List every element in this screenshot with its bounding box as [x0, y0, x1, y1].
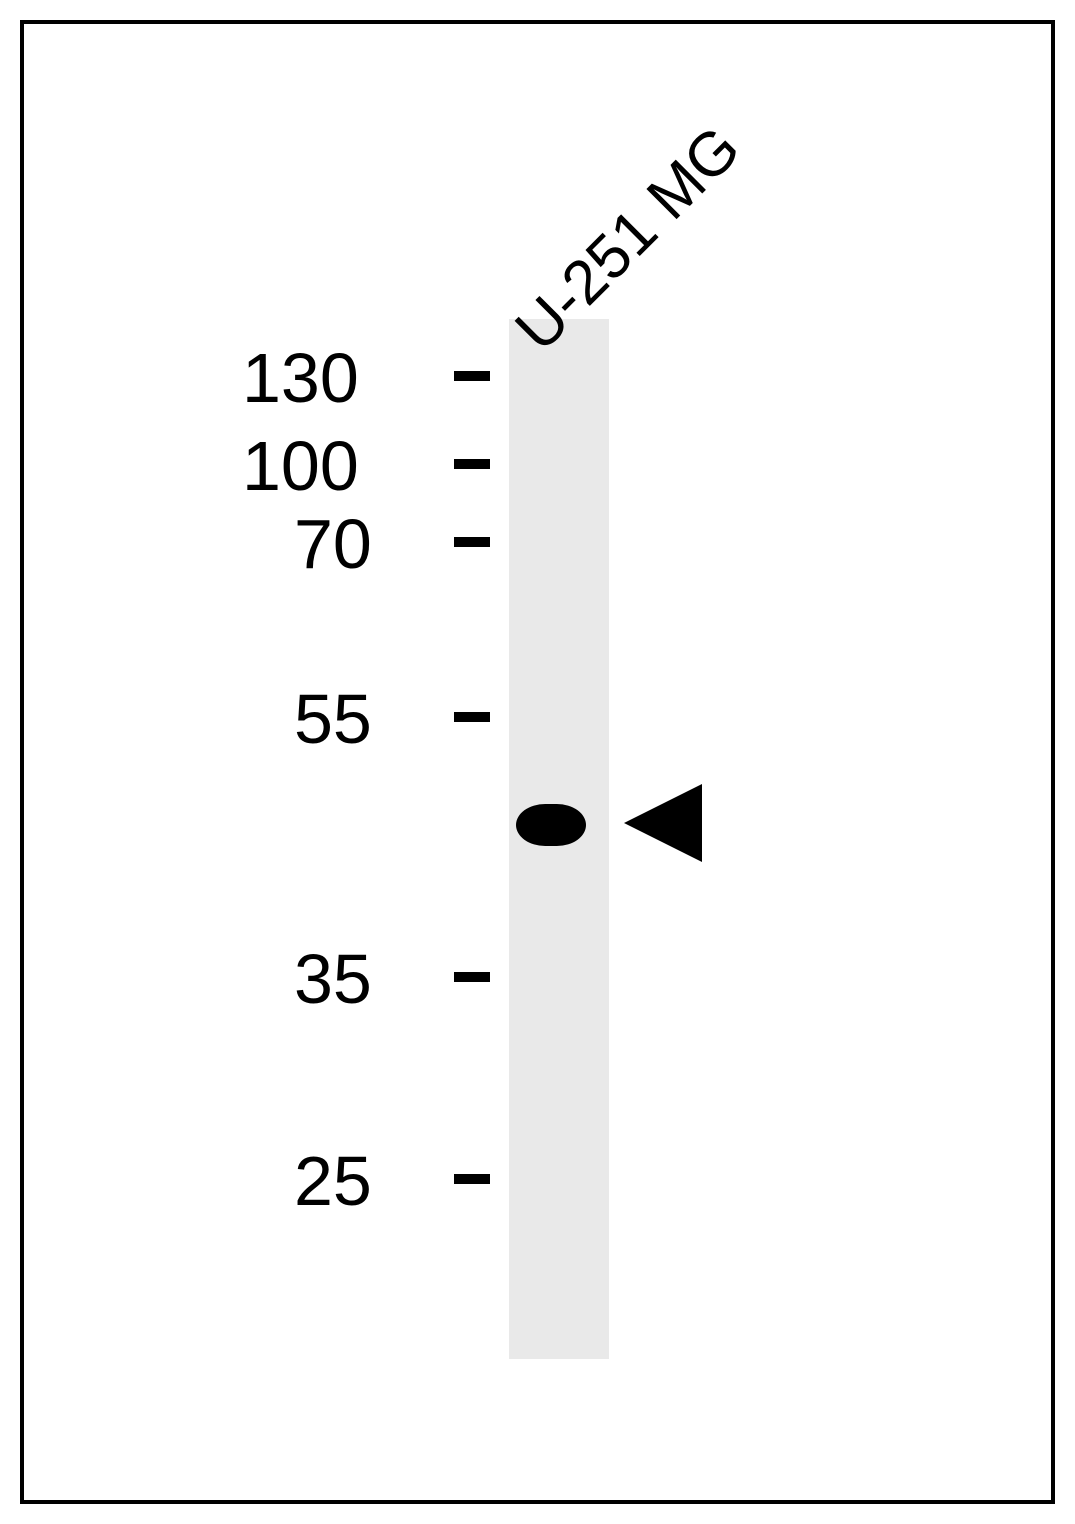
marker-3-label: 55: [294, 679, 372, 759]
marker-0-tick: [454, 371, 490, 381]
marker-2-tick: [454, 537, 490, 547]
marker-4-label: 35: [294, 939, 372, 1019]
western-blot: U-251 MG 130 100 70 55 35 25: [24, 24, 1051, 1500]
band-indicator-arrow-icon: [624, 784, 702, 862]
lane-label: U-251 MG: [502, 113, 754, 365]
marker-1-label: 100: [242, 426, 359, 506]
image-frame: U-251 MG 130 100 70 55 35 25: [20, 20, 1055, 1504]
marker-4-tick: [454, 972, 490, 982]
marker-5-label: 25: [294, 1141, 372, 1221]
marker-5-tick: [454, 1174, 490, 1184]
marker-0-label: 130: [242, 338, 359, 418]
protein-band: [516, 804, 586, 846]
marker-3-tick: [454, 712, 490, 722]
marker-1-tick: [454, 459, 490, 469]
marker-2-label: 70: [294, 504, 372, 584]
